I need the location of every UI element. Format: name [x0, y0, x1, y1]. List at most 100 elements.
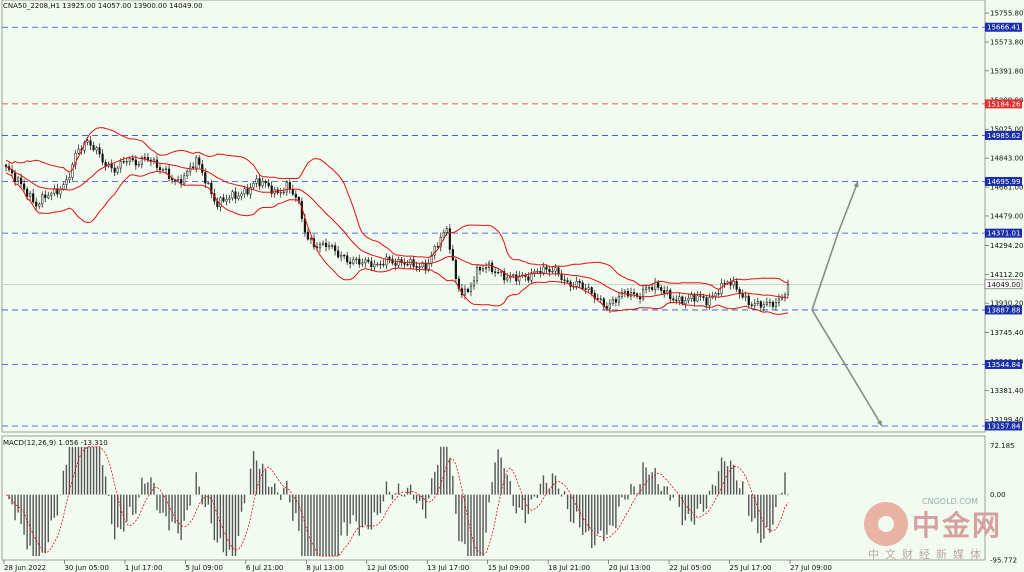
candle-body [542, 266, 545, 274]
watermark-tagline: 中文财经新媒体 [868, 548, 987, 561]
candle-body [672, 298, 675, 301]
candle-body [765, 301, 768, 305]
candle-body [201, 164, 204, 173]
candle-body [288, 182, 291, 190]
candle-body [478, 266, 482, 271]
candle-body [26, 188, 29, 197]
candle-body [222, 197, 225, 202]
candle-body [418, 266, 421, 268]
projection-down-arrow-head [876, 420, 882, 426]
candle-body [566, 280, 569, 283]
candle-body [687, 298, 690, 301]
candle-body [448, 228, 451, 250]
candle-body [77, 148, 80, 154]
candle-body [394, 262, 397, 266]
x-tick-label: 30 Jun 05:00 [64, 564, 108, 572]
candle-body [324, 242, 328, 248]
candle-body [548, 269, 551, 273]
level-label-box [985, 99, 1022, 109]
candle-body [536, 271, 539, 273]
candle-body [388, 256, 391, 260]
level-label-box [985, 359, 1022, 369]
watermark-brand: 中金网 [912, 509, 1003, 542]
candle-body [134, 159, 137, 166]
candle-body [427, 262, 430, 270]
candle-body [494, 271, 497, 273]
candle-body [364, 259, 367, 264]
candle-body [234, 191, 237, 199]
candle-body [195, 157, 198, 169]
candle-body [373, 263, 376, 268]
candle-body [632, 292, 636, 294]
x-tick-label: 20 Jul 13:00 [609, 564, 651, 572]
x-tick-label: 15 Jul 09:00 [488, 564, 530, 572]
candle-body [762, 304, 765, 308]
symbol-header: CNA50_2208,H1 13925.00 14057.00 13900.00… [3, 2, 203, 10]
candle-body [309, 238, 313, 240]
candle-body [756, 301, 759, 304]
candle-body [261, 181, 264, 187]
level-label-box [985, 421, 1022, 431]
macd-header: MACD(12,26,9) 1.056 -13.310 [3, 439, 108, 447]
bollinger-middle [5, 156, 789, 299]
x-tick-label: 27 Jul 09:00 [790, 564, 832, 572]
candle-body [506, 277, 509, 281]
candle-body [379, 263, 382, 266]
candle-body [59, 189, 62, 195]
level-label: 15184.26 [987, 100, 1021, 108]
candle-body [681, 296, 684, 305]
candle-body [678, 296, 681, 301]
candle-body [219, 197, 222, 207]
candle-body [403, 262, 406, 265]
candle-body [472, 280, 476, 287]
candle-body [527, 276, 530, 281]
x-tick-label: 12 Jul 05:00 [367, 564, 409, 572]
price-tick-label: 14294.20 [990, 242, 1023, 250]
candle-body [675, 299, 678, 302]
price-pane-frame [1, 0, 986, 433]
candle-body [436, 246, 439, 248]
candle-body [382, 263, 385, 266]
candle-body [258, 178, 261, 187]
candle-body [693, 294, 696, 302]
candle-body [56, 188, 59, 195]
candle-body [463, 288, 467, 296]
price-tick-label: 15573.80 [990, 38, 1023, 46]
candle-body [690, 294, 693, 299]
candle-body [530, 272, 533, 281]
candle-body [714, 293, 717, 297]
level-label: 15666.41 [987, 24, 1020, 32]
x-tick-label: 5 Jul 09:00 [185, 564, 223, 572]
candle-body [264, 181, 267, 184]
candle-body [500, 271, 503, 273]
candle-body [279, 192, 282, 194]
candle-body [282, 191, 285, 194]
candle-body [623, 290, 627, 293]
candle-body [180, 179, 183, 184]
candle-body [397, 259, 400, 266]
x-tick-label: 18 Jul 21:00 [548, 564, 590, 572]
candle-body [469, 285, 473, 292]
candle-body [321, 242, 325, 245]
macd-tick-label: -95.772 [990, 557, 1017, 565]
candle-body [270, 185, 273, 194]
candle-body [204, 172, 207, 184]
candle-body [515, 274, 518, 282]
candle-body [533, 271, 536, 274]
candle-body [735, 280, 738, 290]
candle-body [167, 168, 171, 179]
macd-tick-label: 72.185 [990, 442, 1015, 450]
candle-body [611, 299, 614, 305]
x-tick-label: 8 Jul 13:00 [306, 564, 344, 572]
candle-body [750, 304, 753, 306]
watermark-domain: CNGOLD.COM [922, 497, 979, 506]
candle-body [581, 282, 584, 289]
candle-body [578, 280, 581, 284]
x-tick-label: 6 Jul 21:00 [246, 564, 284, 572]
candle-body [663, 290, 666, 294]
candle-body [246, 188, 249, 195]
candle-body [183, 175, 186, 184]
projection-down-arrow [811, 309, 883, 427]
price-tick-label: 15025.00 [990, 126, 1023, 134]
